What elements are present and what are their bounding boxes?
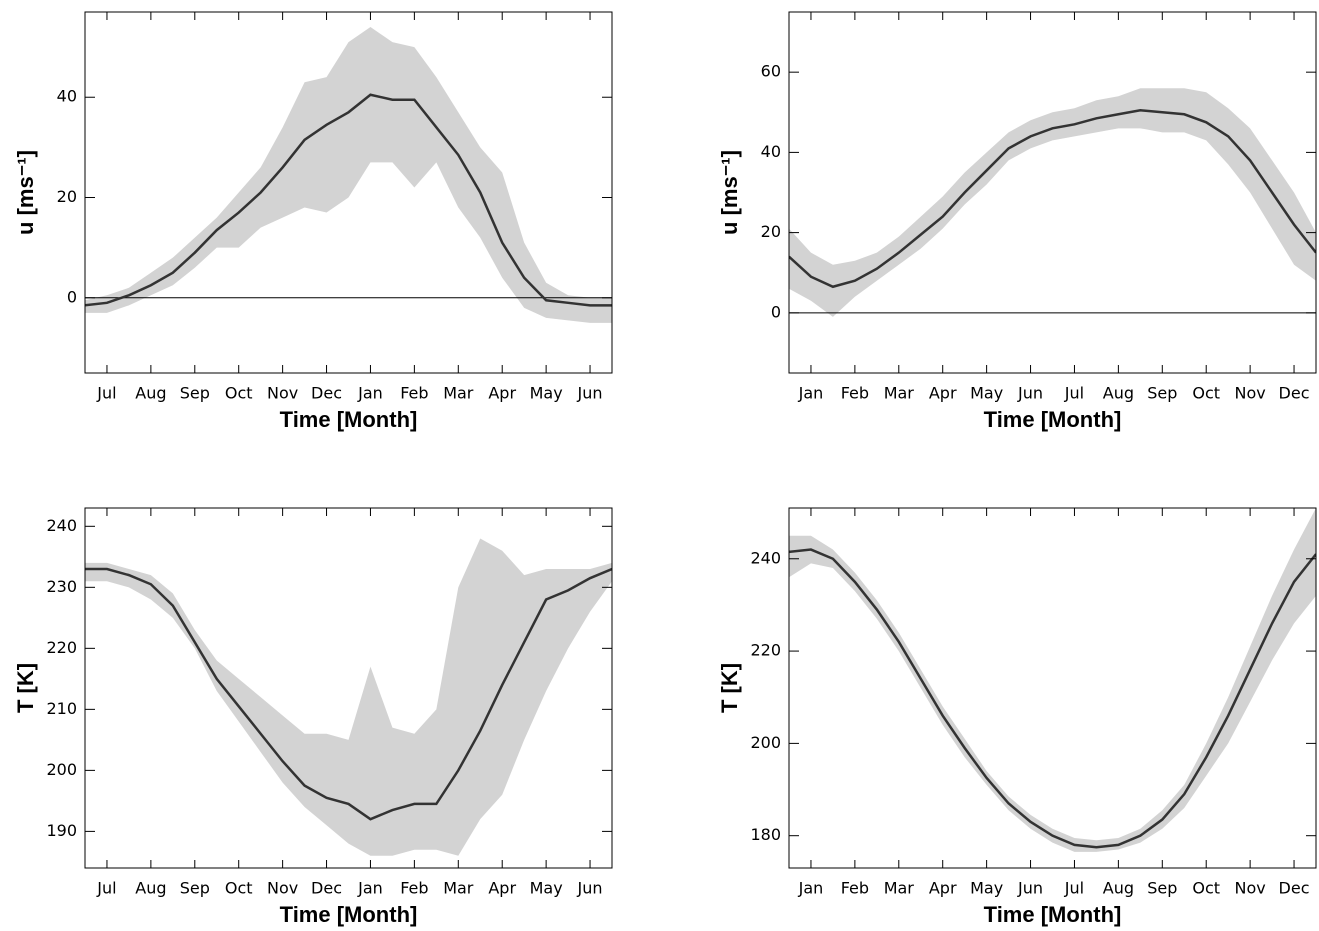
mean-line <box>789 548 1316 849</box>
x-tick-label: Aug <box>1103 879 1134 898</box>
x-axis-label: Time [Month] <box>984 407 1122 432</box>
x-tick-label: Nov <box>1235 879 1266 898</box>
x-tick-label: Jan <box>357 384 383 403</box>
x-tick-label: Mar <box>884 384 915 403</box>
y-tick-label: 0 <box>67 287 77 306</box>
mean-line <box>85 567 612 821</box>
plot-frame <box>788 507 1317 869</box>
x-tick-label: Aug <box>135 879 166 898</box>
y-tick-label: 230 <box>46 577 77 596</box>
y-tick-label: 220 <box>46 638 77 657</box>
x-tick-label: Jun <box>1017 384 1043 403</box>
y-tick-label: 20 <box>761 222 781 241</box>
y-axis-label: T [K] <box>717 663 742 713</box>
x-tick-label: May <box>530 384 563 403</box>
x-tick-label: Jun <box>577 384 603 403</box>
x-tick-label: Aug <box>1103 384 1134 403</box>
x-tick-label: Apr <box>488 384 516 403</box>
mean-line <box>85 93 612 307</box>
spread-band <box>85 538 612 856</box>
x-tick-label: Jul <box>1064 384 1084 403</box>
y-tick-label: 60 <box>761 62 781 81</box>
x-tick-label: Oct <box>1192 384 1220 403</box>
x-tick-label: Feb <box>400 384 428 403</box>
y-axis-label: u [ms⁻¹] <box>717 150 742 235</box>
x-tick-label: May <box>530 879 563 898</box>
x-tick-label: Oct <box>225 384 253 403</box>
x-tick-label: Oct <box>1192 879 1220 898</box>
x-tick-label: Dec <box>1279 879 1310 898</box>
y-tick-label: 240 <box>46 516 77 535</box>
plot-frame <box>84 11 613 374</box>
x-tick-label: Apr <box>929 384 957 403</box>
x-tick-label: Feb <box>400 879 428 898</box>
x-tick-label: Mar <box>884 879 915 898</box>
x-tick-label: Jan <box>357 879 383 898</box>
mean-line <box>789 109 1316 289</box>
x-tick-label: Jul <box>1064 879 1084 898</box>
x-tick-label: Feb <box>841 879 869 898</box>
y-tick-label: 220 <box>750 641 781 660</box>
x-axis-label: Time [Month] <box>280 902 418 927</box>
x-tick-label: Dec <box>311 879 342 898</box>
spread-band <box>85 27 612 323</box>
x-tick-label: Dec <box>1279 384 1310 403</box>
spread-band <box>789 88 1316 317</box>
plot-frame <box>84 507 613 869</box>
x-tick-label: Jun <box>577 879 603 898</box>
x-tick-label: Feb <box>841 384 869 403</box>
y-tick-label: 0 <box>771 302 781 321</box>
x-tick-label: Mar <box>443 879 474 898</box>
x-axis-label: Time [Month] <box>984 902 1122 927</box>
y-tick-label: 210 <box>46 699 77 718</box>
x-tick-label: Nov <box>267 384 298 403</box>
x-tick-label: Jan <box>798 879 824 898</box>
x-axis-label: Time [Month] <box>280 407 418 432</box>
x-tick-label: Mar <box>443 384 474 403</box>
x-tick-label: Sep <box>180 879 210 898</box>
y-tick-label: 20 <box>57 187 77 206</box>
y-tick-label: 180 <box>750 825 781 844</box>
x-tick-label: Jan <box>798 384 824 403</box>
y-tick-label: 200 <box>750 733 781 752</box>
y-tick-label: 40 <box>57 87 77 106</box>
x-tick-label: Dec <box>311 384 342 403</box>
y-tick-label: 40 <box>761 142 781 161</box>
x-tick-label: Sep <box>180 384 210 403</box>
x-tick-label: May <box>970 879 1003 898</box>
x-tick-label: Jul <box>96 384 116 403</box>
y-tick-label: 240 <box>750 548 781 567</box>
y-tick-label: 200 <box>46 760 77 779</box>
y-axis-label: u [ms⁻¹] <box>13 150 38 235</box>
y-tick-label: 190 <box>46 821 77 840</box>
x-tick-label: Nov <box>267 879 298 898</box>
x-tick-label: May <box>970 384 1003 403</box>
x-tick-label: Apr <box>488 879 516 898</box>
x-tick-label: Jul <box>96 879 116 898</box>
x-tick-label: Sep <box>1147 879 1177 898</box>
x-tick-label: Nov <box>1235 384 1266 403</box>
spread-band <box>789 508 1316 852</box>
x-tick-label: Jun <box>1017 879 1043 898</box>
y-axis-label: T [K] <box>13 663 38 713</box>
x-tick-label: Sep <box>1147 384 1177 403</box>
x-tick-label: Aug <box>135 384 166 403</box>
x-tick-label: Apr <box>929 879 957 898</box>
plot-frame <box>788 11 1317 374</box>
x-tick-label: Oct <box>225 879 253 898</box>
